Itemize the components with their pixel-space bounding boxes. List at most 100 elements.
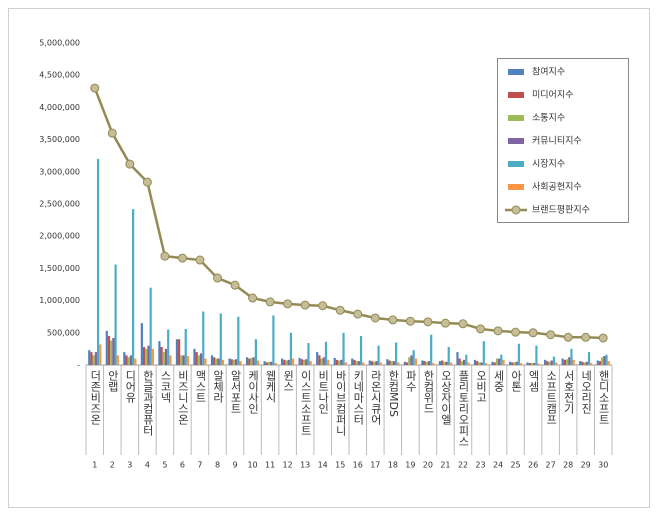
bar bbox=[248, 358, 251, 365]
line-marker bbox=[335, 305, 345, 315]
bar bbox=[340, 359, 343, 365]
bar bbox=[169, 355, 172, 365]
bar bbox=[213, 357, 216, 365]
bar bbox=[601, 357, 604, 365]
bar bbox=[462, 359, 466, 365]
bar bbox=[565, 359, 569, 365]
bar bbox=[320, 358, 323, 365]
bar bbox=[421, 360, 424, 365]
rank-label: 8 bbox=[215, 461, 220, 470]
bar bbox=[197, 355, 200, 365]
x-tick-label: 바이브컴퍼니 bbox=[334, 370, 347, 436]
rank-label: 23 bbox=[475, 461, 485, 470]
line-marker bbox=[142, 177, 152, 187]
bar bbox=[324, 341, 328, 365]
line-marker bbox=[107, 128, 117, 138]
bar bbox=[158, 341, 161, 365]
bar bbox=[438, 361, 442, 365]
bar bbox=[318, 355, 321, 365]
x-tick-label: 윈스 bbox=[282, 369, 295, 392]
bar bbox=[287, 359, 290, 365]
bar bbox=[519, 363, 523, 365]
line-marker bbox=[248, 293, 258, 303]
rank-label: 7 bbox=[197, 461, 202, 470]
x-tick-label: 한컴위드 bbox=[422, 370, 435, 414]
line-marker bbox=[458, 319, 468, 329]
bar bbox=[587, 352, 591, 365]
rank-label: 6 bbox=[180, 461, 185, 470]
bar bbox=[460, 361, 463, 365]
bar bbox=[528, 363, 531, 365]
bar bbox=[445, 361, 448, 365]
rank-label: 26 bbox=[528, 461, 538, 470]
x-tick-label: 플리토리오피스 bbox=[457, 370, 470, 447]
bar bbox=[162, 352, 165, 365]
bar bbox=[164, 348, 168, 365]
bar bbox=[281, 358, 284, 365]
legend-label: 브랜드평판지수 bbox=[532, 205, 590, 216]
line-marker bbox=[283, 299, 293, 309]
rank-label: 27 bbox=[546, 461, 556, 470]
rank-label: 3 bbox=[127, 461, 132, 470]
bar bbox=[526, 362, 529, 365]
bar bbox=[355, 361, 358, 365]
x-tick-label: 한컴MDS bbox=[387, 370, 400, 417]
y-tick-label: 1,000,000 bbox=[39, 296, 80, 305]
bar bbox=[484, 363, 488, 365]
rank-label: 25 bbox=[510, 461, 520, 470]
bar bbox=[359, 336, 363, 365]
bar bbox=[90, 352, 93, 365]
y-tick-label: 500,000 bbox=[47, 328, 80, 337]
x-tick-label: 비즈니스온 bbox=[176, 370, 189, 425]
bar bbox=[99, 344, 102, 365]
bar bbox=[300, 359, 303, 365]
rank-label: 30 bbox=[598, 461, 608, 470]
bar bbox=[583, 362, 586, 365]
bar bbox=[186, 355, 190, 365]
bar bbox=[180, 355, 183, 365]
line-marker bbox=[353, 309, 363, 319]
x-tick-label: 알서포트 bbox=[229, 369, 242, 414]
legend-label: 참여지수 bbox=[532, 66, 565, 78]
y-tick-label: 2,500,000 bbox=[39, 200, 80, 209]
y-tick-label: 3,000,000 bbox=[39, 167, 80, 176]
bar bbox=[430, 334, 433, 365]
bar bbox=[256, 360, 260, 365]
bar bbox=[502, 359, 505, 365]
bar bbox=[572, 359, 575, 365]
x-tick-label: 스코넥 bbox=[159, 370, 172, 403]
x-tick-label: 웹케시 bbox=[264, 370, 277, 403]
x-tick-label: 알체라 bbox=[212, 369, 225, 403]
bar bbox=[149, 287, 152, 365]
bar bbox=[274, 363, 277, 365]
bar bbox=[134, 358, 137, 365]
bar bbox=[478, 362, 481, 365]
bar bbox=[175, 339, 179, 365]
line-marker bbox=[230, 280, 240, 290]
bar bbox=[230, 359, 233, 365]
bar bbox=[427, 361, 431, 365]
y-tick-label: 1,500,000 bbox=[39, 264, 80, 273]
bar bbox=[537, 363, 540, 365]
line-marker bbox=[160, 251, 170, 261]
x-tick-label: 더존비즈온 bbox=[89, 370, 102, 425]
legend-swatch bbox=[508, 115, 524, 121]
bar bbox=[210, 355, 214, 365]
y-tick-label: 3,500,000 bbox=[39, 135, 80, 144]
line-marker bbox=[405, 316, 415, 326]
bar bbox=[390, 361, 393, 365]
x-tick-label: 엑셈 bbox=[527, 370, 540, 392]
line-marker bbox=[440, 318, 450, 328]
bar bbox=[379, 362, 382, 365]
line-marker bbox=[90, 83, 100, 93]
rank-label: 28 bbox=[563, 461, 573, 470]
x-tick-label: 안랩 bbox=[106, 370, 119, 392]
bar bbox=[498, 358, 501, 365]
bar bbox=[344, 362, 347, 365]
bar bbox=[561, 358, 564, 365]
y-tick-label: 2,000,000 bbox=[39, 232, 80, 241]
line-marker bbox=[598, 333, 608, 343]
bar bbox=[530, 363, 534, 365]
bar bbox=[473, 359, 477, 365]
